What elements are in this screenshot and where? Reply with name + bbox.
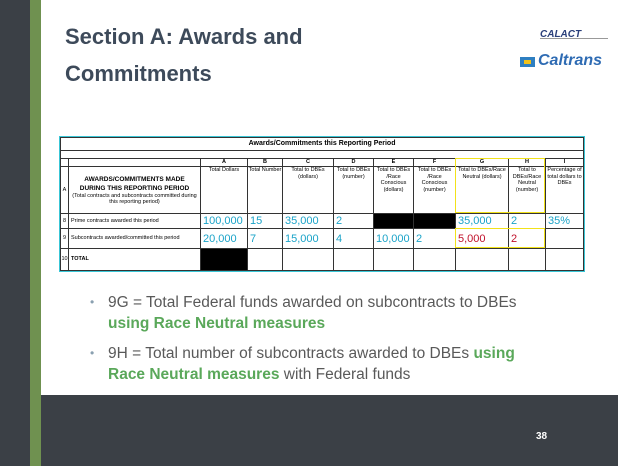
- page-number: 38: [536, 431, 548, 442]
- column-header: Total Number: [247, 166, 283, 214]
- column-letter: E: [373, 158, 414, 167]
- slide-title: Section A: Awards and Commitments: [65, 24, 303, 86]
- highlight-box: [455, 158, 545, 213]
- table-row: 8 Prime contracts awarded this period 100,…: [60, 213, 585, 229]
- bullet: • 9G = Total Federal funds awarded on sub…: [90, 292, 550, 334]
- column-letter: I: [544, 158, 585, 167]
- cell-value: 10,000: [373, 228, 414, 249]
- cell: [544, 228, 585, 249]
- column-letter: A: [200, 158, 248, 167]
- left-bar: [0, 0, 30, 466]
- cell-value: 4: [333, 228, 374, 249]
- table-title: Awards/Commitments this Reporting Period: [59, 137, 585, 151]
- header-label: AWARDS/COMMITMENTS MADE DURING THIS REPO…: [79, 175, 190, 192]
- cell: [200, 248, 248, 271]
- column-header: Total to DBEs /Race Conscious (number): [413, 166, 456, 214]
- row-number: A: [60, 166, 69, 214]
- cell: [247, 248, 283, 271]
- column-header: Total to DBEs (number): [333, 166, 374, 214]
- cell: [544, 248, 585, 271]
- row-label: AWARDS/COMMITMENTS MADE DURING THIS REPO…: [68, 166, 201, 214]
- bullet-marker: •: [90, 295, 95, 309]
- column-letter: C: [282, 158, 334, 167]
- bullet-text: using Race Neutral measures: [108, 345, 515, 383]
- cell: [373, 248, 414, 271]
- footer-bar: [41, 395, 618, 466]
- row-label: Subcontracts awarded/committed this peri…: [68, 228, 201, 249]
- logo-text: CALACT: [540, 29, 582, 40]
- bullet-text: 9H = Total number of subcontracts awarde…: [108, 345, 474, 362]
- cell: [373, 213, 414, 229]
- column-header: Total to DBEs /Race Conscious (dollars): [373, 166, 414, 214]
- cell: [68, 158, 201, 167]
- cell-value: 2: [333, 213, 374, 229]
- cell: [282, 248, 334, 271]
- row-label: TOTAL: [68, 248, 201, 271]
- row-label: Prime contracts awarded this period: [68, 213, 201, 229]
- header-note: (Total contracts and subcontracts commit…: [72, 192, 197, 206]
- cell-value: 20,000: [200, 228, 248, 249]
- table-row: 9 Subcontracts awarded/committed this per…: [60, 228, 585, 249]
- cell-value: 100,000: [200, 213, 248, 229]
- column-letter: F: [413, 158, 456, 167]
- logo-text: Caltrans: [538, 52, 603, 69]
- cell: [413, 248, 456, 271]
- logo-icon: [520, 57, 535, 67]
- cell-value: 15: [247, 213, 283, 229]
- bullet-list: • 9G = Total Federal funds awarded on sub…: [90, 292, 550, 394]
- green-bar: [30, 0, 41, 466]
- column-header: Total Dollars: [200, 166, 248, 214]
- table-row: Awards/Commitments this Reporting Period: [59, 137, 585, 151]
- row-number: 10: [60, 248, 69, 271]
- row-number: 8: [60, 213, 69, 229]
- table-row: 10 TOTAL: [60, 248, 585, 271]
- bullet-text: with Federal funds: [279, 366, 411, 383]
- cell-value: 2: [413, 228, 456, 249]
- cell: [508, 248, 546, 271]
- cell: [455, 248, 509, 271]
- bullet-text: 9G = Total Federal funds awarded on subc…: [108, 294, 517, 311]
- highlight-box: [455, 228, 545, 248]
- column-header: Total to DBEs/Race Neutral (dollars): [455, 166, 509, 214]
- calact-logo: CALACT: [540, 24, 608, 40]
- column-header: Percentage of total dollars to DBEs: [544, 166, 585, 214]
- cell: [413, 213, 456, 229]
- cell-value: 15,000: [282, 228, 334, 249]
- table-row: A AWARDS/COMMITMENTS MADE DURING THIS REP…: [60, 166, 585, 214]
- cell: [60, 158, 69, 167]
- cell-value: 35,000: [455, 213, 509, 229]
- column-letter: D: [333, 158, 374, 167]
- cell: [333, 248, 374, 271]
- bullet-text: using Race Neutral measures: [108, 315, 326, 332]
- column-header: Total to DBEs/Race Neutral (number): [508, 166, 546, 214]
- cell-value: 2: [508, 213, 546, 229]
- column-letter: B: [247, 158, 283, 167]
- row-number: 9: [60, 228, 69, 249]
- cell-value: 35,000: [282, 213, 334, 229]
- caltrans-logo: Caltrans: [520, 52, 610, 74]
- cell-value: 35%: [544, 213, 585, 229]
- cell-value: 7: [247, 228, 283, 249]
- awards-table: Awards/Commitments this Reporting Period…: [58, 136, 586, 272]
- bullet-marker: •: [90, 346, 95, 360]
- column-header: Total to DBEs (dollars): [282, 166, 334, 214]
- bullet: • 9H = Total number of subcontracts award…: [90, 343, 550, 385]
